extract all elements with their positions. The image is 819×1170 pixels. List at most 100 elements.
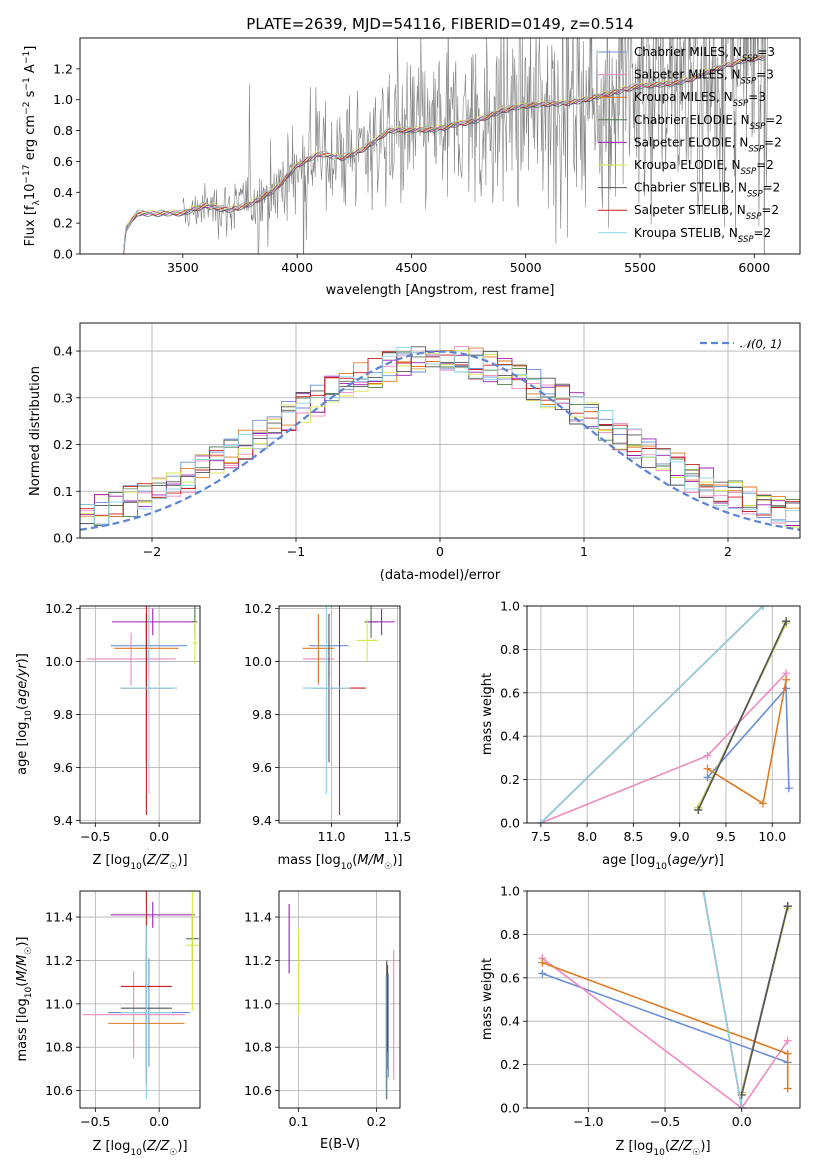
figure-title: PLATE=2639, MJD=54116, FIBERID=0149, z=0… [246,15,633,33]
y-tick-label: 11.4 [45,910,73,925]
chart-weight_vs_age: 7.5 8.0 8.5 9.0 9.5 10.0 0.0 0.2 0.4 0.6 0.8 1.0 age… [480,599,801,872]
legend-label: 𝒩(0, 1) [740,337,782,351]
legend-label: Salpeter ELODIE, NSSP=2 [634,135,782,154]
y-tick-label: 0.6 [53,154,73,169]
normal-curve [80,350,800,531]
y-axis-label: Normed distribution [28,366,43,496]
y-tick-label: 9.6 [252,760,272,775]
axes-frame [79,37,801,255]
y-tick-label: 9.4 [252,813,272,828]
weight-marker [784,784,793,793]
weight-marker [737,1104,746,1108]
chart-mass_vs_ebv: 0.1 0.2 10.6 10.8 11.0 11.2 11.4 E(B-V) [244,890,401,1152]
legend-label: Chabrier ELODIE, NSSP=2 [634,113,783,132]
y-tick-label: 10.8 [45,1040,73,1055]
y-tick-label: 0.6 [500,970,520,985]
y-tick-label: 0.0 [500,1101,520,1116]
axes-frame [526,890,801,1109]
x-tick-label: −0.5 [80,1114,110,1129]
y-tick-label: 1.2 [53,61,73,76]
y-axis-label: age [log10(age/yr)] [15,653,34,775]
axes-frame [79,605,201,824]
x-tick-label: 4500 [396,260,428,275]
y-tick-label: 0.4 [53,344,73,359]
y-tick-label: 10.2 [244,601,272,616]
weight-marker [783,1049,792,1058]
weight-marker [782,617,791,626]
plot-area [302,606,395,816]
x-tick-label: 10.0 [758,829,786,844]
y-tick-label: 11.4 [244,910,272,925]
y-axis-label: mass weight [480,673,495,755]
weight-marker [783,1036,792,1045]
legend-label: Kroupa MILES, NSSP=3 [634,90,766,109]
weight-marker [758,606,767,610]
y-tick-label: 0.4 [53,185,73,200]
x-axis-label: age [log10(age/yr)] [602,853,724,872]
weight-line-8 [702,891,743,1108]
y-tick-label: 9.4 [53,813,73,828]
weight-line-1 [541,957,789,1108]
plot-area [82,891,199,1100]
chart-age_vs_mass: 11.0 11.5 9.4 9.6 9.8 10.0 10.2 mass [log10(M/M… [244,601,411,872]
y-tick-label: 0.8 [53,123,73,138]
y-tick-label: 0.6 [500,685,520,700]
plot-area [86,606,198,816]
y-tick-label: 0.8 [500,642,520,657]
observed-spectrum [182,38,768,254]
x-tick-label: 8.5 [623,829,643,844]
x-tick-label: 5500 [624,260,656,275]
y-tick-label: 10.2 [45,601,73,616]
y-tick-label: 0.2 [53,437,73,452]
x-tick-label: 0.0 [149,829,169,844]
x-tick-label: 0 [436,544,444,559]
legend-label: Kroupa STELIB, NSSP=2 [634,226,771,245]
weight-line-8 [540,606,764,823]
y-tick-label: 0.0 [53,531,73,546]
y-tick-label: 0.2 [53,216,73,231]
y-tick-label: 0.0 [53,247,73,262]
x-axis-label: Z [log10(Z/Z☉)] [92,1139,187,1158]
y-tick-label: 0.4 [500,1014,520,1029]
y-tick-label: 9.8 [252,707,272,722]
weight-marker [538,958,547,967]
x-tick-label: 9.0 [670,829,690,844]
weight-marker [703,751,712,760]
weight-line-2 [707,679,787,805]
x-tick-label: 0.1 [289,1114,309,1129]
y-tick-label: 11.2 [45,953,73,968]
plot-area [536,606,793,823]
x-tick-label: −0.5 [650,1114,680,1129]
y-tick-label: 11.0 [244,996,272,1011]
x-axis-label: Z [log10(Z/Z☉)] [615,1139,710,1158]
legend-label: Chabrier MILES, NSSP=3 [634,45,775,64]
x-tick-label: 6000 [738,260,770,275]
x-tick-label: 11.5 [383,829,411,844]
y-tick-label: 10.8 [244,1040,272,1055]
chart-weight_vs_Z: −1.0 −0.5 0.0 0.0 0.2 0.4 0.6 0.8 1.0 Z [log10(Z/… [480,884,801,1158]
chart-mass_vs_Z: −0.5 0.0 10.6 10.8 11.0 11.2 11.4 Z [log10(Z/Z☉… [15,890,201,1158]
legend-label: Kroupa ELODIE, NSSP=2 [634,158,774,177]
y-tick-label: 0.4 [500,729,520,744]
weight-line-6 [697,620,787,811]
x-axis-label: wavelength [Angstrom, rest frame] [326,283,555,298]
x-tick-label: 3500 [167,260,199,275]
weight-marker [536,819,545,823]
x-tick-label: 9.5 [716,829,736,844]
y-tick-label: 0.2 [500,1057,520,1072]
y-tick-label: 9.6 [53,760,73,775]
x-tick-label: 0.0 [149,1114,169,1129]
axes-frame [79,322,801,539]
chart-age_vs_Z: −0.5 0.0 9.4 9.6 9.8 10.0 10.2 Z [log10(Z/Z☉)] a… [15,601,201,872]
axes-frame [526,605,801,824]
model-spectrum-8 [123,54,766,254]
x-tick-label: 0.2 [367,1114,387,1129]
x-axis-label: E(B-V) [320,1137,360,1152]
legend-label: Salpeter MILES, NSSP=3 [634,68,774,87]
model-spectrum-7 [123,55,766,254]
y-axis-label: mass [log10(M/M☉)] [15,937,34,1062]
y-tick-label: 1.0 [53,92,73,107]
y-tick-label: 10.6 [45,1083,73,1098]
y-tick-label: 11.0 [45,996,73,1011]
y-tick-label: 11.2 [244,953,272,968]
